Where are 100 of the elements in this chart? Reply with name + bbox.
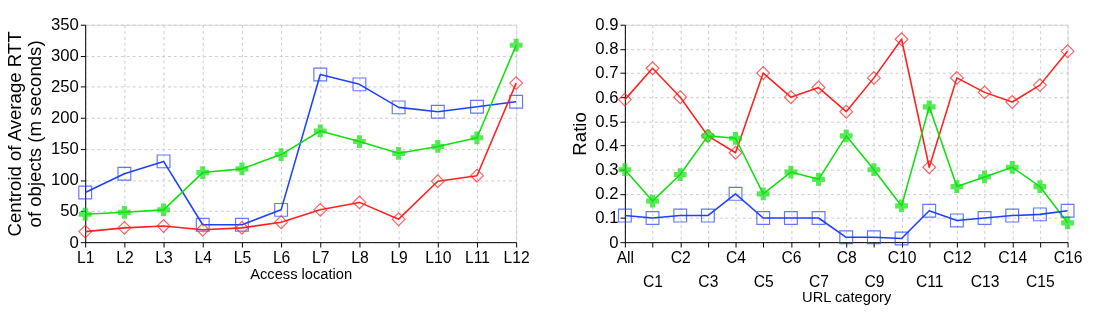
point xyxy=(117,220,132,235)
x-tick-label: C11 xyxy=(915,272,944,290)
point xyxy=(352,195,367,210)
y-axis-title: Ratio xyxy=(568,112,590,156)
point xyxy=(470,99,484,114)
x-tick-label: L5 xyxy=(233,249,252,267)
point xyxy=(78,207,92,221)
point xyxy=(728,186,743,201)
y-tick-label: 150 xyxy=(51,139,79,159)
point xyxy=(157,203,170,217)
point xyxy=(646,194,659,208)
point xyxy=(195,217,210,232)
x-tick-label: C6 xyxy=(781,249,802,267)
point xyxy=(949,70,964,85)
point xyxy=(978,170,991,184)
y-tick-label: 0 xyxy=(69,232,79,252)
point xyxy=(729,131,742,145)
x-tick-label: L11 xyxy=(464,249,490,267)
point xyxy=(645,211,660,225)
point xyxy=(812,172,825,186)
x-tick-label: C2 xyxy=(670,249,691,267)
point xyxy=(196,166,210,179)
point xyxy=(313,67,328,82)
y-tick-label: 0.1 xyxy=(595,208,619,228)
point xyxy=(470,168,484,183)
y-tick-label: 0.9 xyxy=(595,15,619,35)
point xyxy=(922,100,936,114)
point xyxy=(950,180,964,193)
point xyxy=(391,212,406,227)
point xyxy=(866,230,881,245)
point xyxy=(756,211,771,225)
point xyxy=(1005,208,1020,223)
x-tick-label: L4 xyxy=(194,249,213,267)
point xyxy=(839,230,854,245)
point xyxy=(756,66,771,81)
point xyxy=(117,166,132,181)
point xyxy=(977,85,992,100)
x-tick-label: L1 xyxy=(76,249,95,267)
x-tick-label: C1 xyxy=(643,272,664,290)
point xyxy=(1032,78,1047,93)
y-tick-label: 300 xyxy=(51,46,79,66)
point xyxy=(1060,203,1075,218)
point xyxy=(1033,180,1047,193)
point xyxy=(78,224,93,239)
point xyxy=(156,154,171,169)
point xyxy=(811,211,826,225)
point xyxy=(977,211,992,225)
point xyxy=(274,148,288,161)
point xyxy=(618,163,632,177)
point xyxy=(430,174,445,189)
point xyxy=(1005,160,1019,174)
x-tick-label: L8 xyxy=(351,249,369,267)
x-tick-label: C7 xyxy=(809,272,830,290)
point xyxy=(783,90,798,105)
y-tick-label: 0.5 xyxy=(595,111,619,131)
point xyxy=(431,140,445,153)
x-tick-label: All xyxy=(616,249,635,267)
y-tick-label: 0 xyxy=(609,232,619,252)
point xyxy=(509,76,524,91)
x-tick-label: C13 xyxy=(970,272,1000,290)
x-tick-label: C3 xyxy=(698,272,719,290)
point xyxy=(645,61,660,76)
y-tick-label: 50 xyxy=(60,201,79,221)
y-tick-label: 0.4 xyxy=(595,135,619,155)
x-tick-label: C14 xyxy=(998,249,1028,267)
point xyxy=(894,231,909,246)
point xyxy=(728,145,743,160)
x-tick-label: L6 xyxy=(272,249,291,267)
y-tick-label: 0.6 xyxy=(595,87,619,107)
x-tick-label: C15 xyxy=(1026,272,1056,290)
y-tick-label: 0.2 xyxy=(595,184,619,204)
x-tick-label: C12 xyxy=(943,249,972,267)
point xyxy=(949,213,964,228)
point xyxy=(839,104,854,119)
point xyxy=(353,135,366,148)
y-tick-label: 350 xyxy=(51,15,79,35)
point xyxy=(195,222,210,237)
point xyxy=(866,70,881,85)
y-tick-label: 0.8 xyxy=(595,39,619,59)
point xyxy=(784,165,798,179)
x-tick-label: C4 xyxy=(726,249,747,267)
point xyxy=(617,92,632,107)
point xyxy=(392,146,406,160)
point xyxy=(470,131,484,145)
y-tick-label: 0.3 xyxy=(595,160,619,180)
point xyxy=(617,208,632,223)
point xyxy=(156,219,171,233)
x-axis-title: URL category xyxy=(802,289,892,306)
x-tick-label: C8 xyxy=(836,249,858,267)
x-tick-label: L7 xyxy=(312,249,330,267)
point xyxy=(922,203,937,218)
y-tick-label: 250 xyxy=(51,77,79,97)
point xyxy=(673,90,688,105)
x-tick-label: L3 xyxy=(155,249,174,267)
point xyxy=(811,80,826,95)
y-tick-label: 200 xyxy=(51,108,79,128)
point xyxy=(274,215,289,230)
point xyxy=(391,100,406,115)
point xyxy=(673,168,687,181)
x-tick-label: L12 xyxy=(503,249,530,267)
